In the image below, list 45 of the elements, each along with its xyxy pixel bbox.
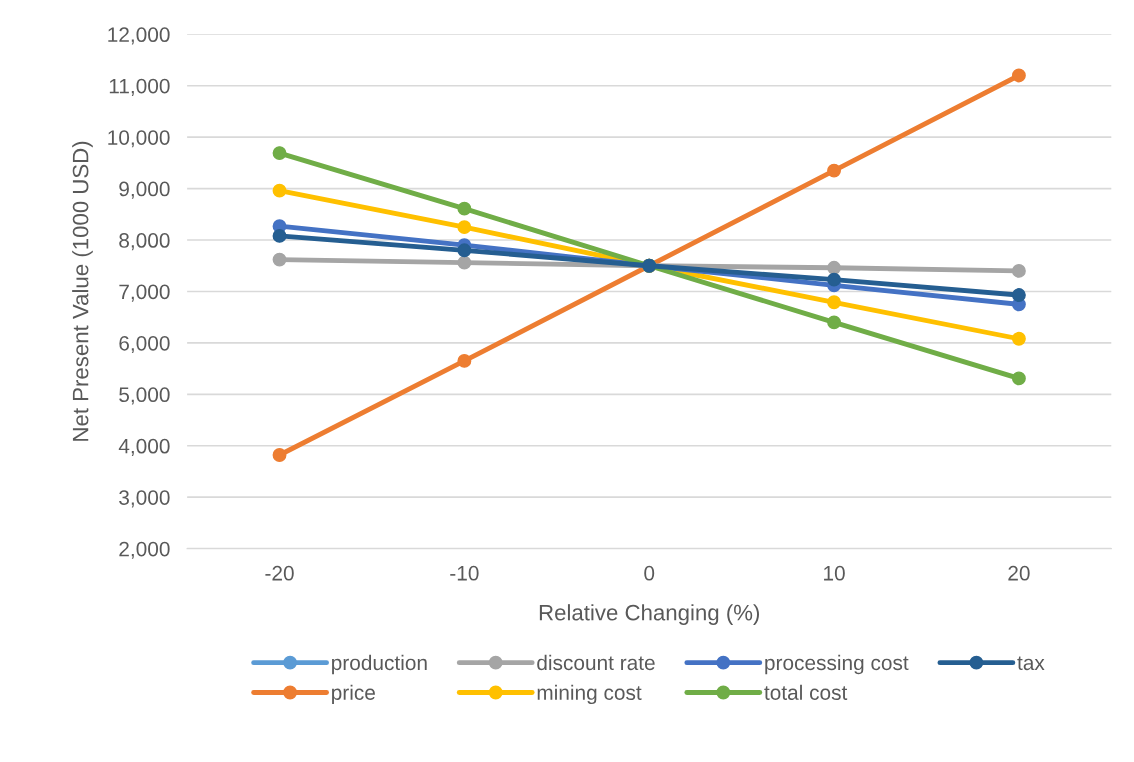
x-tick-label: 0	[644, 565, 655, 581]
y-tick-label: 2,000	[119, 541, 170, 559]
x-tick-label: 20	[1008, 565, 1030, 581]
point	[827, 163, 842, 178]
y-tick-label: 9,000	[119, 181, 170, 199]
y-axis-title: Net Present Value (1000 USD)	[72, 141, 93, 441]
point	[827, 295, 842, 310]
y-tick-label: 4,000	[118, 438, 170, 456]
point	[1011, 68, 1026, 83]
legend-label: production	[332, 654, 427, 675]
x-tick-label: 10	[824, 565, 845, 581]
point	[1011, 371, 1026, 386]
y-tick-label: 3,000	[119, 490, 170, 508]
y-tick-label: 10,000	[108, 130, 170, 148]
y-tick-label: 7,000	[119, 284, 170, 302]
point	[827, 260, 842, 275]
point	[457, 353, 472, 368]
point	[272, 448, 287, 462]
point	[272, 146, 287, 161]
legend-label: processing cost	[765, 654, 909, 675]
point	[457, 243, 472, 258]
y-tick-label: 12,000	[108, 27, 170, 45]
y-tick-label: 8,000	[119, 233, 170, 251]
y-tick-label: 6,000	[119, 335, 170, 354]
legend-label: discount rate	[537, 654, 655, 671]
x-tick-label: -10	[450, 565, 479, 581]
legend-label: mining cost	[537, 684, 642, 705]
legend-label: tax	[1017, 656, 1045, 671]
point	[272, 252, 287, 267]
legend-label: total cost	[764, 684, 848, 700]
x-tick-label: -20	[265, 565, 294, 581]
point	[827, 272, 842, 287]
point	[457, 220, 472, 235]
x-axis-title: Relative Changing (%)	[539, 604, 760, 625]
point	[272, 228, 287, 243]
point	[1011, 331, 1026, 346]
point	[457, 201, 472, 216]
y-tick-label: 5,000	[119, 387, 170, 405]
point	[457, 255, 472, 270]
legend-label: price	[332, 684, 375, 705]
y-tick-label: 11,000	[109, 78, 170, 96]
point	[1011, 288, 1026, 303]
point	[272, 183, 287, 198]
point	[1011, 263, 1026, 278]
point	[827, 315, 842, 330]
